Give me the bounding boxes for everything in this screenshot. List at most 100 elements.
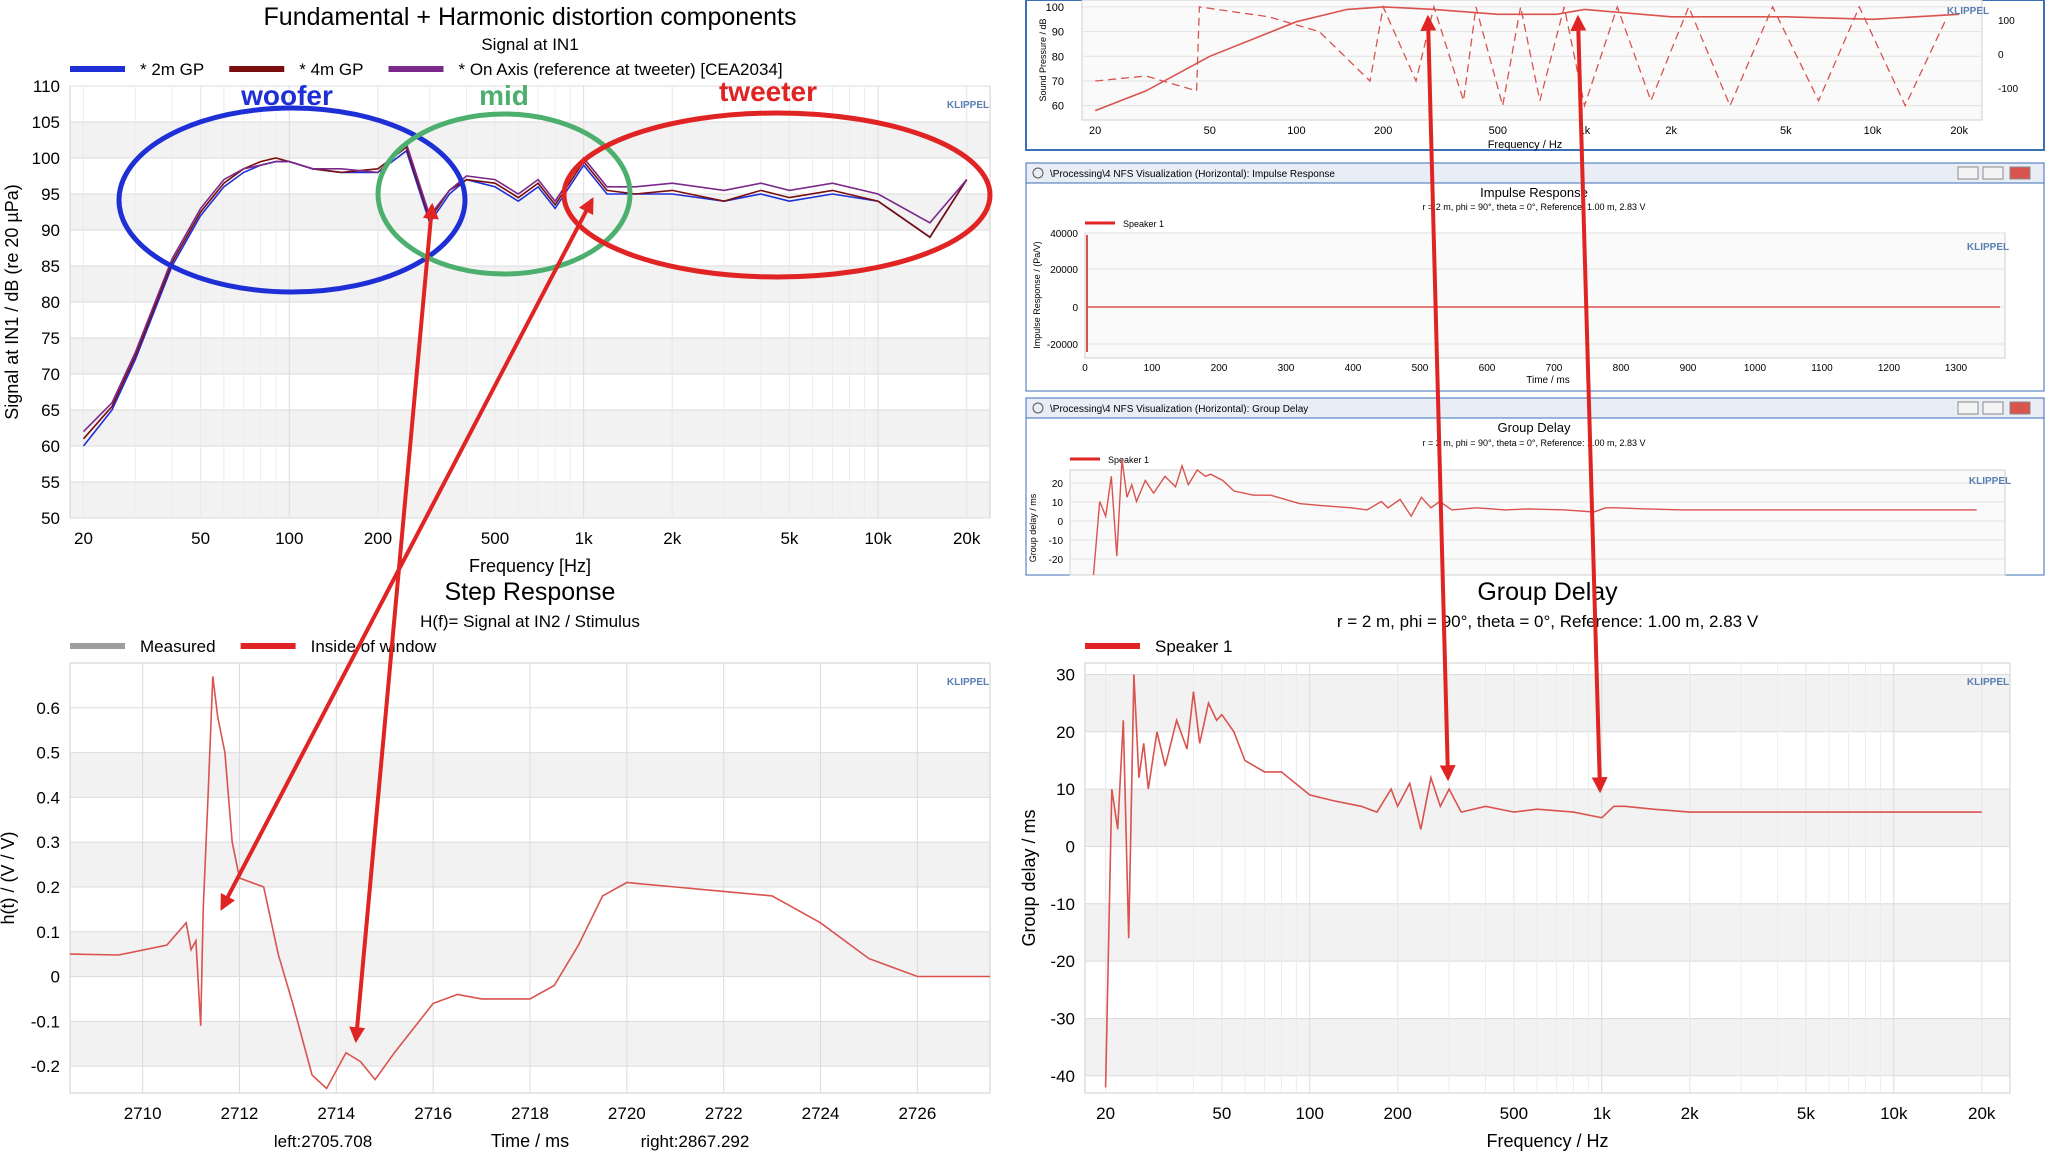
x-tick-label: 2716 bbox=[414, 1104, 452, 1123]
impulse-y-tick: 20000 bbox=[1050, 265, 1078, 276]
chart-title: Group Delay bbox=[1477, 578, 1618, 606]
gd-window-icon bbox=[1032, 402, 1044, 414]
y-tick-label: 0.4 bbox=[36, 788, 60, 807]
grid-band bbox=[1085, 789, 2010, 847]
gd-y-label: Group delay / ms bbox=[1028, 493, 1038, 562]
x-tick-label: 500 bbox=[1500, 1104, 1528, 1123]
chart-subtitle: H(f)= Signal at IN2 / Stimulus bbox=[420, 612, 640, 631]
y-tick-label: 0.5 bbox=[36, 744, 60, 763]
annotation-arrow-4 bbox=[1570, 14, 1608, 794]
x-tick-label: 2722 bbox=[705, 1104, 743, 1123]
y-tick-label: 0.2 bbox=[36, 878, 60, 897]
gd-title: Group Delay bbox=[1498, 420, 1571, 435]
x-tick-label: 100 bbox=[1296, 1104, 1324, 1123]
impulse-x-tick: 700 bbox=[1546, 363, 1563, 374]
y-tick-label: 50 bbox=[41, 509, 60, 528]
impulse-y-label: Impulse Response / (Pa/V) bbox=[1032, 241, 1042, 349]
x-tick-label: 50 bbox=[191, 529, 210, 548]
y-tick-label: 30 bbox=[1056, 665, 1075, 684]
gd-window-title: \Processing\4 NFS Visualization (Horizon… bbox=[1050, 404, 1308, 415]
freq-plot-area bbox=[1081, 0, 1983, 121]
grid-band bbox=[1085, 903, 2010, 962]
freq-x-tick: 500 bbox=[1489, 125, 1507, 137]
legend-label: Measured bbox=[140, 637, 216, 656]
gd-legend-label: Speaker 1 bbox=[1108, 455, 1149, 465]
y-axis-label: Group delay / ms bbox=[1019, 809, 1039, 946]
y-tick-label: -20 bbox=[1050, 952, 1075, 971]
x-tick-label: 20k bbox=[1968, 1104, 1996, 1123]
y-tick-label: -10 bbox=[1050, 895, 1075, 914]
grid-band bbox=[70, 482, 990, 518]
chart-title: Fundamental + Harmonic distortion compon… bbox=[264, 3, 797, 31]
x-tick-label: 2714 bbox=[317, 1104, 355, 1123]
legend-label: Speaker 1 bbox=[1155, 637, 1233, 656]
grid-band bbox=[1085, 674, 2010, 732]
impulse-window-icon bbox=[1032, 167, 1044, 179]
chart-subtitle: Signal at IN1 bbox=[481, 35, 578, 54]
freq-x-tick: 20 bbox=[1089, 125, 1101, 137]
phase-tick: 0 bbox=[1998, 50, 2004, 61]
x-axis-label: Time / ms bbox=[491, 1131, 569, 1151]
x-tick-label: 100 bbox=[275, 529, 303, 548]
x-tick-label: 500 bbox=[481, 529, 509, 548]
grid-band bbox=[1085, 1018, 2010, 1076]
region-ellipse-3 bbox=[561, 110, 993, 280]
gd-y-tick: 20 bbox=[1052, 479, 1064, 490]
gd-y-tick: -20 bbox=[1049, 555, 1064, 566]
impulse-x-tick: 1200 bbox=[1878, 363, 1901, 374]
y-tick-label: 0 bbox=[1066, 837, 1075, 856]
magnitude-line bbox=[1094, 6, 1960, 112]
x-axis-label: Frequency / Hz bbox=[1486, 1131, 1608, 1151]
x-tick-label: 200 bbox=[364, 529, 392, 548]
x-tick-label: 200 bbox=[1383, 1104, 1411, 1123]
y-tick-label: 0.3 bbox=[36, 833, 60, 852]
annotation-arrow-3 bbox=[1420, 14, 1456, 782]
x-axis-label: Frequency [Hz] bbox=[469, 556, 591, 576]
x-tick-label: 10k bbox=[864, 529, 892, 548]
klippel-badge: KLIPPEL bbox=[1967, 242, 2009, 253]
window-right-label: right:2867.292 bbox=[641, 1132, 750, 1151]
series-line-3 bbox=[82, 142, 968, 433]
impulse-x-tick: 300 bbox=[1278, 363, 1295, 374]
x-tick-label: 20 bbox=[1096, 1104, 1115, 1123]
impulse-window-button-1 bbox=[1957, 166, 1979, 180]
x-tick-label: 2710 bbox=[124, 1104, 162, 1123]
annotation-overlay bbox=[220, 14, 1608, 1044]
phase-tick: -100 bbox=[1998, 84, 2018, 95]
impulse-x-tick: 1100 bbox=[1811, 363, 1833, 374]
gd-window-button-2 bbox=[1982, 401, 2004, 415]
gd-y-tick: -10 bbox=[1049, 536, 1064, 547]
annotation-arrow-2 bbox=[220, 197, 594, 911]
series-line-1 bbox=[1104, 674, 1982, 1088]
y-tick-label: -40 bbox=[1050, 1067, 1075, 1086]
y-tick-label: 90 bbox=[41, 221, 60, 240]
chart-subtitle: r = 2 m, phi = 90°, theta = 0°, Referenc… bbox=[1337, 612, 1759, 631]
impulse-x-tick: 500 bbox=[1412, 363, 1429, 374]
impulse-x-tick: 1000 bbox=[1744, 363, 1767, 374]
klippel-badge: KLIPPEL bbox=[1967, 677, 2009, 688]
freq-y-tick: 70 bbox=[1052, 76, 1064, 88]
impulse-x-tick: 0 bbox=[1082, 363, 1088, 374]
y-tick-label: 70 bbox=[41, 365, 60, 384]
impulse-x-tick: 600 bbox=[1479, 363, 1496, 374]
step-response-chart: -0.2 -0.1 0 0.1 0.2 0.3 0.4 0.5 0.6 2710 2712 2714 2… bbox=[0, 578, 991, 1151]
region-label-tweeter: tweeter bbox=[719, 76, 817, 107]
y-tick-label: -0.1 bbox=[31, 1012, 60, 1031]
grid-band bbox=[70, 338, 990, 374]
impulse-window-button-2 bbox=[1982, 166, 2004, 180]
impulse-x-tick: 900 bbox=[1680, 363, 1697, 374]
x-tick-label: 1k bbox=[575, 529, 593, 548]
impulse-window-button-3 bbox=[2009, 166, 2031, 180]
series-line-2 bbox=[82, 145, 968, 440]
klippel-badge: KLIPPEL bbox=[947, 100, 989, 111]
legend-label: Inside of window bbox=[311, 637, 437, 656]
plot-frame bbox=[1084, 662, 2011, 1094]
grid-band bbox=[70, 122, 990, 158]
freq-y-tick: 100 bbox=[1046, 2, 1064, 14]
phase-line bbox=[1095, 4, 1947, 109]
impulse-title: Impulse Response bbox=[1480, 185, 1588, 200]
y-tick-label: 110 bbox=[33, 77, 60, 96]
gd-window-button-1 bbox=[1957, 401, 1979, 415]
x-tick-label: 1k bbox=[1593, 1104, 1611, 1123]
